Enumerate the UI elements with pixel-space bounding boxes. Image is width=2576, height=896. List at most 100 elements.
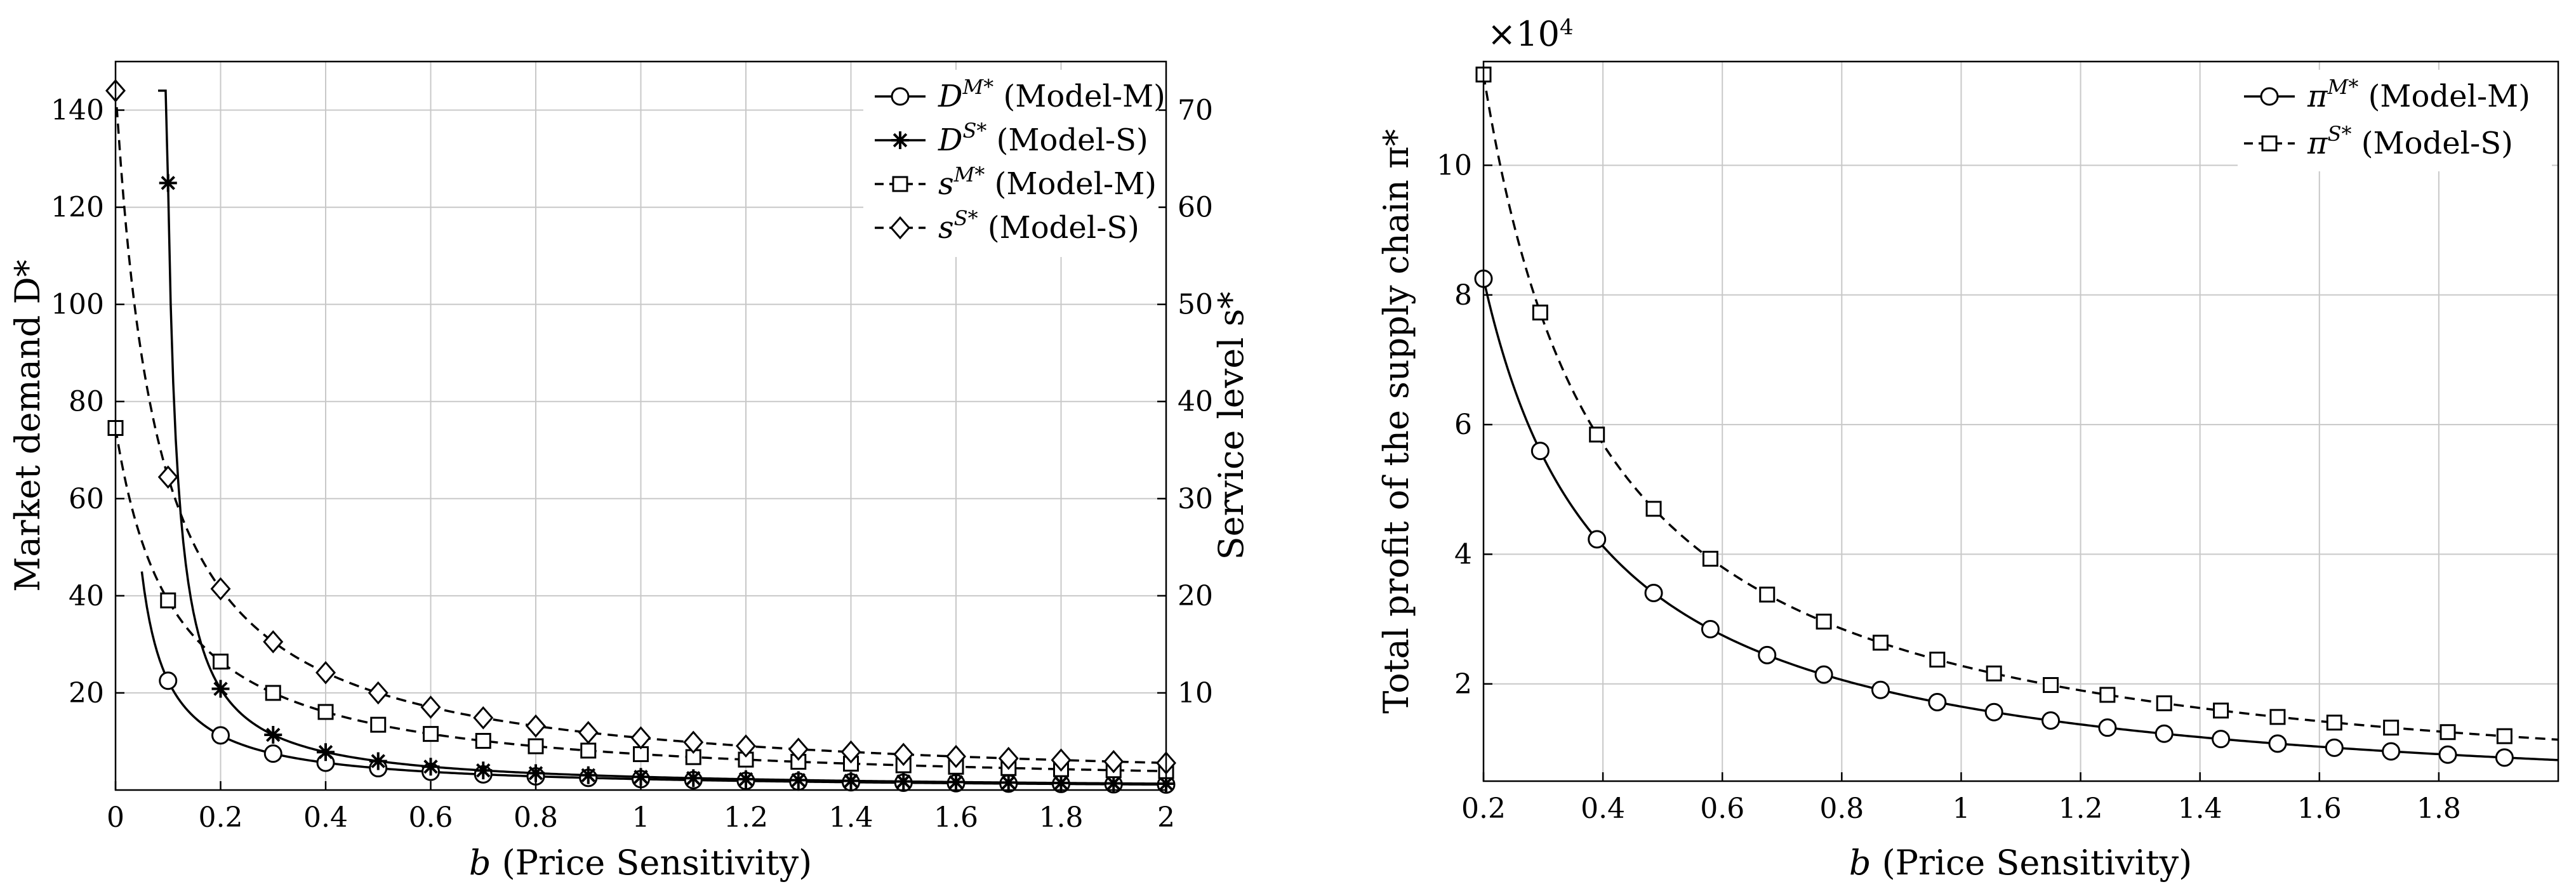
chart-left-legend-label-3: sS* (Model-S) <box>938 206 1139 246</box>
chart-left-x-tick-label: 1.8 <box>1039 801 1084 834</box>
chart-left-y-tick-label: 80 <box>69 386 104 418</box>
chart-right-series-1-point <box>2383 720 2400 736</box>
chart-left-series-3-point <box>578 721 599 744</box>
chart-right-series-1-point <box>1532 304 1548 320</box>
chart-right-legend-label-0: πM* (Model-M) <box>2307 75 2530 114</box>
chart-left-legend-label-0: DM* (Model-M) <box>938 75 1165 114</box>
chart-left-series-3-point <box>315 661 336 685</box>
chart-left-series-3-point <box>683 730 704 754</box>
chart-left-x-tick-label: 0.8 <box>514 801 558 834</box>
chart-left-legend: DM* (Model-M) DS* (Model-S) sM* (Model-M)s… <box>863 70 1165 257</box>
chart-right-series-0-point <box>1530 442 1550 461</box>
chart-left-series-3-point <box>998 746 1019 770</box>
chart-left-series-1-point <box>159 174 177 192</box>
chart-right-series-0-point <box>1814 665 1833 684</box>
chart-right-x-tick-label: 0.2 <box>1461 793 1506 825</box>
chart-right-series-1-point <box>1929 651 1946 668</box>
chart-right-series-0-point <box>1758 645 1777 664</box>
chart-right-y-multiplier: ×104 <box>1487 14 1574 54</box>
chart-right-grid <box>1484 62 2558 781</box>
chart-left-y-tick-label: 100 <box>51 289 104 321</box>
chart-left-series-2-point <box>160 592 176 609</box>
chart-right-series-1-point <box>1645 501 1662 517</box>
chart-left-y2-tick-label: 30 <box>1178 483 1213 515</box>
chart-right-series-0-point <box>1701 619 1720 638</box>
chart-right-series-0-point <box>2042 711 2061 730</box>
chart-left-y2-label: Service level s* <box>1211 292 1251 560</box>
chart-left-y2-tick-label: 50 <box>1178 289 1213 321</box>
chart-left-x-tick-label: 0.2 <box>199 801 243 834</box>
chart-left-legend-marker-2 <box>892 176 908 192</box>
chart-right-markers <box>1474 66 2514 767</box>
chart-left-legend-marker-0 <box>891 87 910 106</box>
chart-left-x-tick-label: 1 <box>632 801 650 834</box>
chart-right-series-0-point <box>2495 748 2514 767</box>
chart-left-series-3-point <box>420 695 441 719</box>
chart-right-series-1-point <box>2099 687 2116 703</box>
chart-left-series-2-point <box>265 685 281 701</box>
chart-right-series-0-point <box>1588 530 1607 549</box>
chart-left-series-1-point <box>579 766 597 784</box>
chart-left-series-0-point <box>263 744 282 763</box>
chart-left-series-3-point <box>526 714 546 738</box>
chart-right-x-tick-label: 0.8 <box>1819 793 1864 825</box>
chart-right-series-0-point <box>2154 724 2174 743</box>
chart-right-y-tick-label: 10 <box>1437 149 1472 181</box>
chart-right-y-tick-label: 8 <box>1454 279 1472 312</box>
chart-left-y2-tick-label: 70 <box>1178 95 1213 127</box>
chart-right-y-tick-label: 2 <box>1454 668 1472 701</box>
chart-left-x-tick-label: 0.6 <box>409 801 453 834</box>
chart-left-series-1-point <box>317 743 335 761</box>
chart-left-legend-label-1: DS* (Model-S) <box>938 119 1148 158</box>
chart-right-x-tick-label: 1.8 <box>2417 793 2461 825</box>
chart-left-series-2-point <box>580 742 597 759</box>
chart-left-series-1-point <box>999 774 1018 792</box>
chart-left-series-3-point <box>788 737 809 761</box>
chart-right-series-line-0 <box>1482 278 2559 761</box>
chart-left-y-tick-label: 40 <box>69 580 104 612</box>
chart-right-x-tick-label: 0.6 <box>1700 793 1744 825</box>
chart-left-series-1-point <box>369 752 387 770</box>
chart-left-y-tick-label: 140 <box>51 95 104 127</box>
chart-left-grid <box>116 62 1166 790</box>
chart-left-series-3-point <box>368 681 388 705</box>
chart-left-series-1-point <box>632 768 650 786</box>
chart-right-series-0-point <box>1644 584 1663 603</box>
chart-left-series-1-point <box>264 726 282 744</box>
chart-left-series-1-point <box>894 772 913 791</box>
chart-left-legend-marker-3 <box>890 216 910 240</box>
chart-left-series-1-point <box>527 764 545 782</box>
chart-right-series-0-point <box>1984 702 2003 721</box>
chart-left-series-1-point <box>842 772 860 790</box>
chart-left-series-2-point <box>317 704 334 720</box>
chart-right-ticks: 0.2 0.4 0.6 0.8 1 1.2 1.4 1.6 1.8 2 4 6 8 10 <box>1437 149 2461 825</box>
chart-left-y2-tick-label: 60 <box>1178 192 1213 224</box>
chart-right-series-1-point <box>1872 635 1889 651</box>
chart-left-series-3-point <box>263 630 284 654</box>
chart-left-series-2-point <box>370 716 387 733</box>
chart-right-series-0-point <box>2098 718 2117 737</box>
chart-right-series-0-point <box>2382 742 2401 761</box>
chart-right-x-tick-label: 0.4 <box>1581 793 1625 825</box>
chart-right-series-1-point <box>1759 586 1776 603</box>
chart-right-legend-marker-1 <box>2261 135 2278 152</box>
chart-right-series-1-point <box>1986 665 2002 682</box>
chart-left-series-3-point <box>946 744 966 768</box>
chart-right-series-line-1 <box>1482 74 2559 741</box>
chart-right-series-1-point <box>2440 724 2456 741</box>
chart-left-y2-tick-label: 20 <box>1178 580 1213 612</box>
chart-left-series-1-point <box>474 761 493 780</box>
chart-left-legend-label-2: sM* (Model-M) <box>938 162 1157 202</box>
chart-right-series-1-point <box>2326 715 2342 731</box>
chart-left-y-tick-label: 120 <box>51 192 104 224</box>
chart-left-series-3-point <box>630 726 651 750</box>
chart-left-x-tick-label: 1.2 <box>724 801 768 834</box>
chart-left-series-2-point <box>423 726 439 742</box>
chart-left-series-0-point <box>159 671 178 690</box>
chart-left: 0 0.2 0.4 0.6 0.8 1 1.2 1.4 1.6 1.8 2 20 40 60 80 100 12… <box>8 60 1251 883</box>
chart-left-x-tick-label: 0.4 <box>303 801 348 834</box>
chart-right-y-label: Total profit of the supply chain π* <box>1376 129 1416 713</box>
chart-right-axes-box <box>1482 60 2559 782</box>
chart-left-legend-marker-1 <box>891 131 909 149</box>
